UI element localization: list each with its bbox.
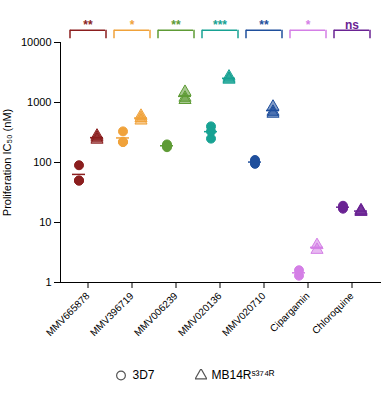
svg-text:MMV396719: MMV396719: [88, 290, 136, 338]
svg-text:10000: 10000: [21, 36, 52, 48]
svg-text:Chloroquine: Chloroquine: [310, 290, 356, 336]
svg-text:1: 1: [45, 276, 51, 288]
svg-text:1000: 1000: [27, 96, 51, 108]
svg-text:MMV006239: MMV006239: [132, 290, 180, 338]
html-text:3D7: 3D7: [132, 368, 155, 382]
svg-text:**: **: [83, 18, 93, 32]
svg-text:MMV020136: MMV020136: [176, 290, 224, 338]
svg-text:*: *: [130, 18, 135, 32]
svg-text:Proliferation IC₅₀ (nM): Proliferation IC₅₀ (nM): [1, 109, 13, 216]
svg-text:Cipargamin: Cipargamin: [268, 290, 312, 334]
svg-text:*: *: [306, 18, 311, 32]
svg-text:10: 10: [39, 216, 51, 228]
svg-text:MMV020710: MMV020710: [220, 290, 268, 338]
svg-text:**: **: [171, 18, 181, 32]
svg-text:100: 100: [33, 156, 51, 168]
svg-text:**: **: [259, 18, 269, 32]
svg-text:***: ***: [213, 18, 227, 32]
svg-text:MMV665878: MMV665878: [44, 290, 92, 338]
svg-text:ns: ns: [345, 18, 359, 32]
html-text:MB14Rˢ³⁷⁴ᴿ: MB14Rˢ³⁷⁴ᴿ: [211, 368, 275, 382]
